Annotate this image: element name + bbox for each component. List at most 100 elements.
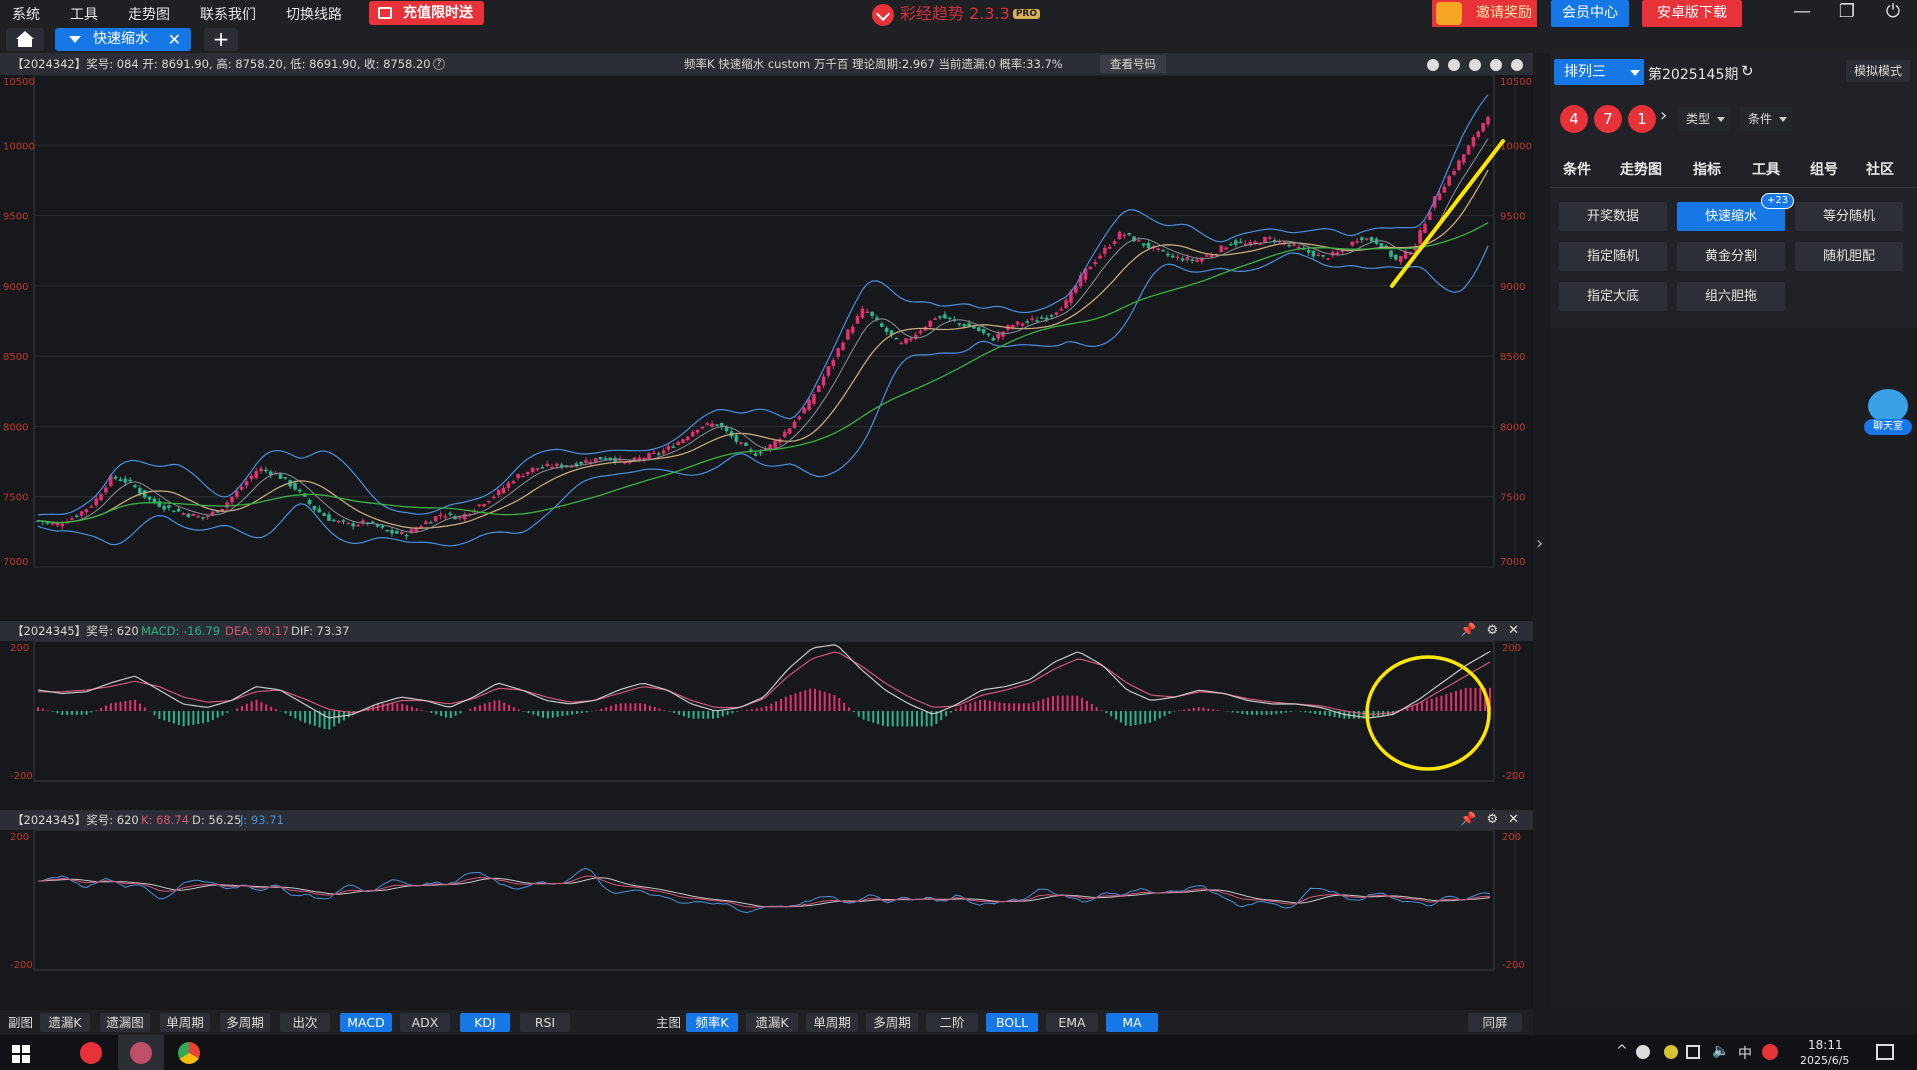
menu-switch-line[interactable]: 切换线路 [286,7,342,23]
candle-body [341,520,346,522]
pin-icon[interactable]: 📌 [1460,812,1477,827]
network-icon[interactable] [1686,1045,1700,1059]
result-ball-1: 4 [1560,105,1588,133]
sub-btn-adx[interactable]: ADX [400,1013,450,1032]
settings-icon[interactable] [1511,58,1523,71]
sub-btn-miss-chart[interactable]: 遗漏图 [100,1013,150,1032]
random-bold-button[interactable]: 随机胆配 [1795,242,1903,271]
close-icon[interactable]: ✕ [1508,623,1519,638]
app-taskbar-icon[interactable] [80,1042,102,1064]
sub-btn-count[interactable]: 出次 [280,1013,330,1032]
promo-button[interactable]: 充值限时送 [369,1,484,25]
type-select[interactable]: 类型 [1678,107,1730,131]
candle-body [589,461,593,464]
chrome-icon[interactable] [178,1042,200,1064]
notification-icon[interactable] [1876,1044,1894,1060]
sub-btn-kdj[interactable]: KDJ [460,1013,510,1032]
down-icon[interactable] [1490,58,1502,71]
draw-data-button[interactable]: 开奖数据 [1559,202,1667,231]
tab-trend[interactable]: 走势图 [1620,162,1662,178]
back-icon[interactable] [1448,58,1460,71]
main-btn-freq-k[interactable]: 频率K [686,1013,738,1032]
tab-indicators[interactable]: 指标 [1693,162,1721,178]
ime-indicator[interactable]: 中 [1738,1046,1752,1062]
condition-select[interactable]: 条件 [1740,107,1792,131]
caret-down-icon [69,36,81,43]
edit-icon[interactable] [1427,58,1439,71]
menu-trend[interactable]: 走势图 [128,7,170,23]
tray-chevron-icon[interactable]: ^ [1616,1043,1628,1059]
chat-room-widget[interactable]: 聊天室 [1864,389,1912,435]
volume-icon[interactable]: 🔈 [1712,1043,1730,1059]
minimize-icon[interactable]: — [1793,1,1811,22]
tab-tools[interactable]: 工具 [1752,162,1780,178]
refresh-icon[interactable]: ↻ [1741,62,1754,80]
help-icon[interactable]: ? [433,58,445,70]
qq-icon[interactable] [1636,1045,1650,1059]
candle-body [118,479,123,482]
specified-random-button[interactable]: 指定随机 [1559,242,1667,271]
candle-body [1437,193,1442,201]
pin-icon[interactable]: 📌 [1460,623,1477,638]
y-tick-left: 9000 [3,282,28,293]
candle-body [603,458,608,460]
view-numbers-button[interactable]: 查看号码 [1100,55,1166,73]
windows-start-icon[interactable] [12,1045,30,1063]
close-icon[interactable]: ✕ [1508,812,1519,827]
specified-base-button[interactable]: 指定大底 [1559,282,1667,311]
sub-btn-miss-k[interactable]: 遗漏K [40,1013,90,1032]
candle-body [496,490,501,496]
tab-quick-shrink[interactable]: 快速缩水 ✕ [55,28,191,51]
power-icon[interactable]: ⏻ [1885,1,1901,22]
main-btn-single-period[interactable]: 单周期 [806,1013,858,1032]
clock-time[interactable]: 18:11 [1808,1038,1843,1052]
main-btn-multi-period[interactable]: 多周期 [866,1013,918,1032]
k-line [37,875,1490,908]
quick-shrink-button[interactable]: 快速缩水 [1677,202,1785,231]
restore-icon[interactable]: ❐ [1838,1,1856,22]
promo-label: 充值限时送 [403,5,473,21]
sogou-icon[interactable] [1762,1044,1778,1060]
up-icon[interactable] [1469,58,1481,71]
main-btn-ma[interactable]: MA [1106,1013,1158,1032]
chevron-right-icon[interactable]: › [1660,105,1668,126]
menu-contact[interactable]: 联系我们 [200,7,256,23]
simulate-mode-button[interactable]: 模拟模式 [1846,60,1911,82]
golden-ratio-button[interactable]: 黄金分割 [1677,242,1785,271]
candle-body [977,327,981,332]
main-btn-boll[interactable]: BOLL [986,1013,1038,1032]
kdj-chart[interactable]: 200 200 -200 -200 [0,830,1533,1010]
menu-tools[interactable]: 工具 [70,7,98,23]
main-btn-miss-k[interactable]: 遗漏K [746,1013,798,1032]
main-header-info: 【2024342】奖号: 084 开: 8691.90, 高: 8758.20,… [12,57,431,71]
candle-body [1394,254,1398,260]
tray-app-icon[interactable] [1664,1045,1678,1059]
menu-system[interactable]: 系统 [12,7,40,23]
sub-btn-multi-period[interactable]: 多周期 [220,1013,270,1032]
tab-community[interactable]: 社区 [1866,162,1894,178]
sub-btn-rsi[interactable]: RSI [520,1013,570,1032]
candle-body [618,458,622,461]
main-btn-second-order[interactable]: 二阶 [926,1013,978,1032]
equal-random-button[interactable]: 等分随机 [1795,202,1903,231]
invite-button[interactable]: 邀请奖励 [1432,0,1537,27]
member-center-button[interactable]: 会员中心 [1551,0,1629,27]
candle-body [1471,136,1476,147]
main-btn-ema[interactable]: EMA [1046,1013,1098,1032]
tab-groups[interactable]: 组号 [1810,162,1838,178]
home-icon[interactable] [6,28,44,51]
sync-screen-button[interactable]: 同屏 [1468,1013,1522,1032]
main-candlestick-chart[interactable]: 10500 10500 10000 10000 9500 9500 9000 9000 8500… [0,75,1533,595]
chevron-right-icon[interactable]: › [1536,533,1544,554]
add-tab-button[interactable]: + [204,28,238,51]
lottery-selector[interactable]: 排列三 [1554,59,1644,85]
android-download-button[interactable]: 安卓版下载 [1642,0,1742,27]
group6-drag-button[interactable]: 组六胆拖 [1677,282,1785,311]
settings-icon[interactable]: ⚙ [1486,623,1499,638]
sub-btn-macd[interactable]: MACD [340,1013,392,1032]
settings-icon[interactable]: ⚙ [1486,812,1499,827]
tab-conditions[interactable]: 条件 [1563,162,1591,178]
sub-btn-single-period[interactable]: 单周期 [160,1013,210,1032]
close-tab-icon[interactable]: ✕ [167,30,181,49]
macd-chart[interactable]: 200 200 -200 -200 [0,641,1533,785]
